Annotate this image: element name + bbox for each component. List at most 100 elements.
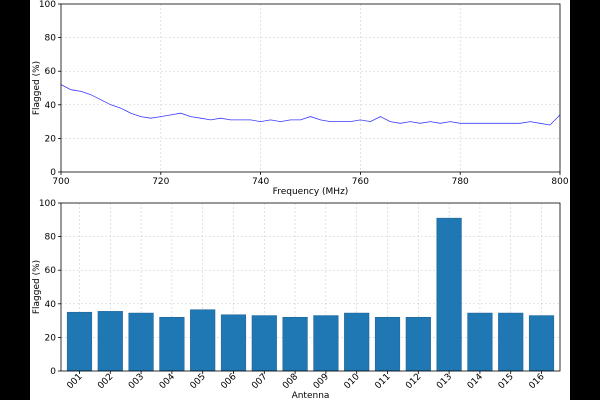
freq-ytick-label: 100 [39,0,56,10]
frequency-point [360,119,361,121]
antenna-bar-007 [251,315,277,372]
frequency-point [200,117,202,119]
frequency-point [479,122,481,124]
frequency-point [320,119,321,121]
ant-xlabel: Antenna [292,391,330,400]
frequency-point [449,121,451,122]
frequency-point [489,122,491,124]
antenna-bar-011 [374,316,401,372]
frequency-point [100,99,102,101]
antenna-bar-004 [159,316,185,372]
frequency-point [459,122,461,124]
ant-xtick-label: 016 [527,372,546,391]
frequency-point [330,121,331,122]
freq-ytick-label: 20 [45,134,57,144]
frequency-point [270,119,271,121]
frequency-point [519,122,521,124]
antenna-bar-014 [467,312,493,372]
frequency-point [110,104,112,106]
frequency-point [290,119,291,121]
frequency-point [310,116,311,117]
frequency-point [150,117,152,119]
frequency-point [400,122,401,124]
frequency-point [499,122,501,124]
ant-xtick-label: 012 [404,372,423,391]
ant-xtick-label: 015 [497,372,516,391]
frequency-point [230,119,231,121]
frequency-point [140,116,142,117]
frequency-point [260,121,261,122]
ant-xtick-label: 008 [281,372,300,391]
ant-xtick-label: 010 [343,372,362,391]
frequency-point [250,119,251,121]
frequency-point [120,107,122,109]
frequency-point [90,94,92,96]
ant-xtick-label: 013 [435,372,454,391]
frequency-point [190,116,192,117]
ant-xtick-label: 009 [312,372,331,391]
figure: 0 20 40 60 80 100 Flagged (%) 700 720 740 760 780 80… [30,0,570,400]
freq-xtick-label: 720 [152,177,169,187]
freq-xtick-label: 760 [352,177,369,187]
frequency-point [130,112,132,114]
antenna-bar-009 [313,315,339,372]
antenna-bar-016 [528,315,555,372]
freq-xtick-label: 800 [551,177,568,187]
frequency-point [539,122,541,124]
ant-ytick-label: 100 [39,199,56,209]
antenna-bar-012 [405,316,431,372]
frequency-point [160,116,162,117]
ant-ytick-label: 20 [45,333,57,343]
freq-xtick-label: 740 [252,177,269,187]
frequency-point [240,119,241,121]
ant-xtick-label: 007 [250,372,269,391]
frequency-point [390,121,391,122]
ant-xtick-label: 011 [373,372,392,391]
ant-ylabel: Flagged (%) [32,260,42,314]
chart-canvas: 0 20 40 60 80 100 Flagged (%) 700 720 740 760 780 80… [32,0,569,400]
frequency-point [549,124,551,126]
ant-xtick-label: 001 [65,372,84,391]
freq-xlabel: Frequency (MHz) [273,187,349,197]
ant-xtick-label: 002 [96,372,115,391]
frequency-point [170,114,172,116]
ant-xtick-label: 014 [466,372,485,391]
frequency-chart: 0 20 40 60 80 100 Flagged (%) 700 720 740 760 780 80… [32,0,569,197]
ant-xtick-label: 006 [219,372,238,391]
frequency-point [370,121,371,122]
frequency-point [300,119,301,121]
antenna-bar-002 [97,311,123,372]
ant-ytick-label: 80 [45,233,57,243]
ant-xtick-label: 004 [158,372,177,391]
freq-ytick-label: 40 [45,101,57,111]
freq-ytick-label: 0 [50,168,56,178]
frequency-point [220,117,221,119]
frequency-point [340,121,341,122]
antenna-bar-005 [190,309,216,372]
frequency-point [180,112,182,114]
antenna-bar-001 [66,311,93,372]
frequency-point [280,121,281,122]
frequency-point [529,121,531,122]
antenna-bar-015 [498,312,524,372]
ant-ytick-label: 60 [45,266,57,276]
frequency-point [80,91,82,92]
frequency-point [210,119,211,121]
ant-plot-frame [60,202,561,372]
frequency-point [469,122,471,124]
frequency-point [380,116,381,117]
freq-plot-frame [60,3,561,173]
antenna-chart: 0 20 40 60 80 100 Flagged (%) 001 002 003 004 005 00… [32,199,561,400]
antenna-bar-010 [344,312,370,372]
antenna-bar-003 [128,312,154,372]
frequency-point [70,89,72,90]
frequency-point [509,122,511,124]
ant-ytick-label: 0 [50,367,56,377]
freq-ytick-label: 60 [45,67,57,77]
freq-ylabel: Flagged (%) [32,61,42,115]
frequency-point [410,121,411,122]
antenna-bar-008 [282,316,308,372]
freq-ytick-label: 80 [45,34,57,44]
frequency-point [350,121,351,122]
antenna-bar-006 [220,314,247,372]
